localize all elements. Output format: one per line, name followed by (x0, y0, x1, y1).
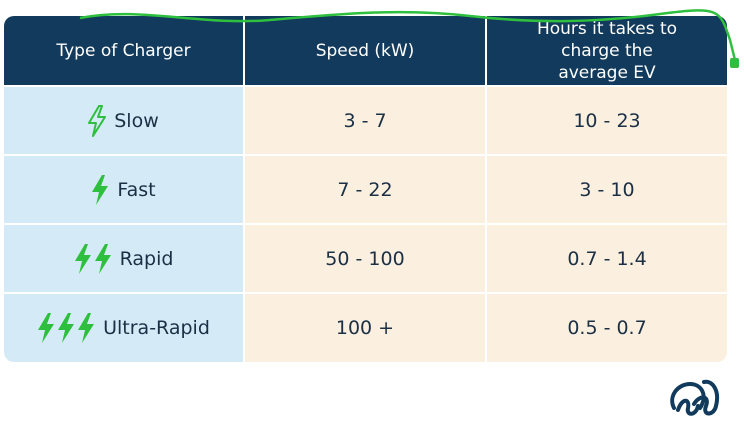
type-cell: Ultra-Rapid (4, 294, 243, 362)
hours-cell: 0.7 - 1.4 (487, 225, 727, 292)
type-label: Slow (114, 109, 159, 132)
type-cell: Slow (4, 87, 243, 154)
header-cell: Type of Charger (4, 16, 243, 85)
type-label: Rapid (119, 247, 174, 270)
hours-cell: 0.5 - 0.7 (487, 294, 727, 362)
bolt-icons (91, 174, 109, 206)
speed-cell: 7 - 22 (245, 156, 485, 223)
type-label: Fast (117, 178, 156, 201)
speed-cell: 50 - 100 (245, 225, 485, 292)
speed-cell: 100 + (245, 294, 485, 362)
hours-cell: 10 - 23 (487, 87, 727, 154)
type-label: Ultra-Rapid (103, 317, 210, 339)
bolt-icons (88, 104, 107, 137)
bolt-icons (74, 243, 112, 275)
type-cell: Rapid (4, 225, 243, 292)
header-cell: Speed (kW) (245, 16, 485, 85)
table: Type of Charger Speed (kW) Hours it take… (4, 16, 727, 362)
bolt-icons (37, 312, 95, 344)
hours-cell: 3 - 10 (487, 156, 727, 223)
speed-cell: 3 - 7 (245, 87, 485, 154)
header-cell: Hours it takes to charge the average EV (487, 16, 727, 85)
type-cell: Fast (4, 156, 243, 223)
